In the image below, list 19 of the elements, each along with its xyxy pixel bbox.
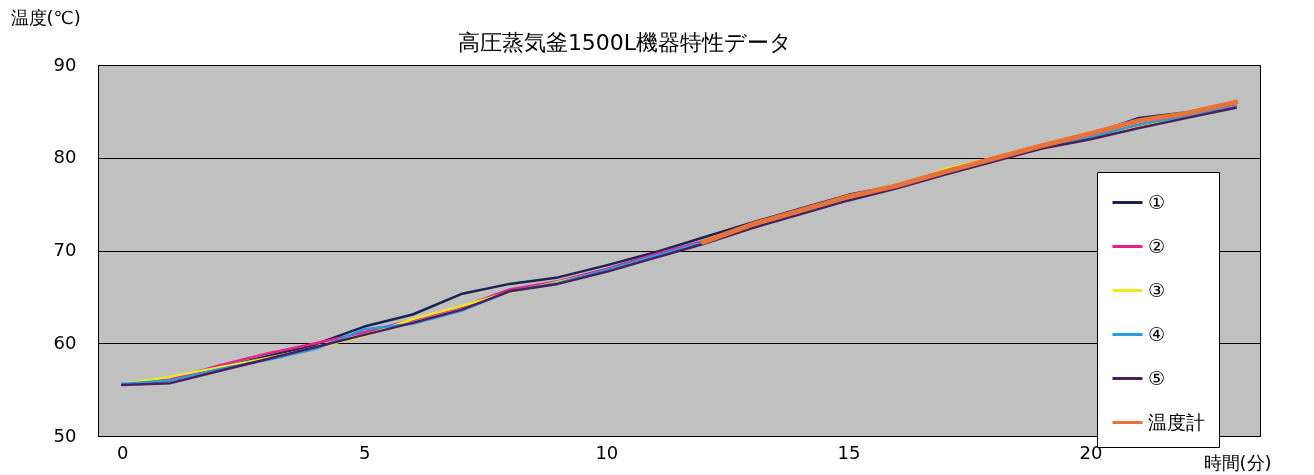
y-tick-label: 90: [53, 53, 77, 75]
legend-label: ④: [1148, 322, 1166, 345]
y-tick-label: 50: [53, 424, 77, 446]
x-tick-label: 10: [595, 441, 619, 463]
x-tick-label: 0: [116, 441, 129, 463]
legend-label: ①: [1148, 190, 1166, 213]
x-tick-label: 15: [837, 441, 861, 463]
x-tick-label: 5: [359, 441, 371, 463]
legend-label: ②: [1148, 234, 1166, 257]
legend-label: 温度計: [1148, 410, 1205, 433]
chart-title: 高圧蒸気釜1500L機器特性データ: [457, 30, 793, 55]
y-axis-title: 温度(℃): [10, 6, 81, 28]
x-tick-label: 20: [1079, 441, 1103, 463]
y-tick-label: 80: [53, 146, 77, 168]
y-tick-label: 60: [53, 331, 77, 353]
y-tick-label: 70: [53, 239, 77, 260]
legend-label: ⑤: [1148, 366, 1166, 389]
legend-label: ③: [1148, 278, 1166, 301]
x-axis-title: 時間(分): [1203, 451, 1272, 473]
